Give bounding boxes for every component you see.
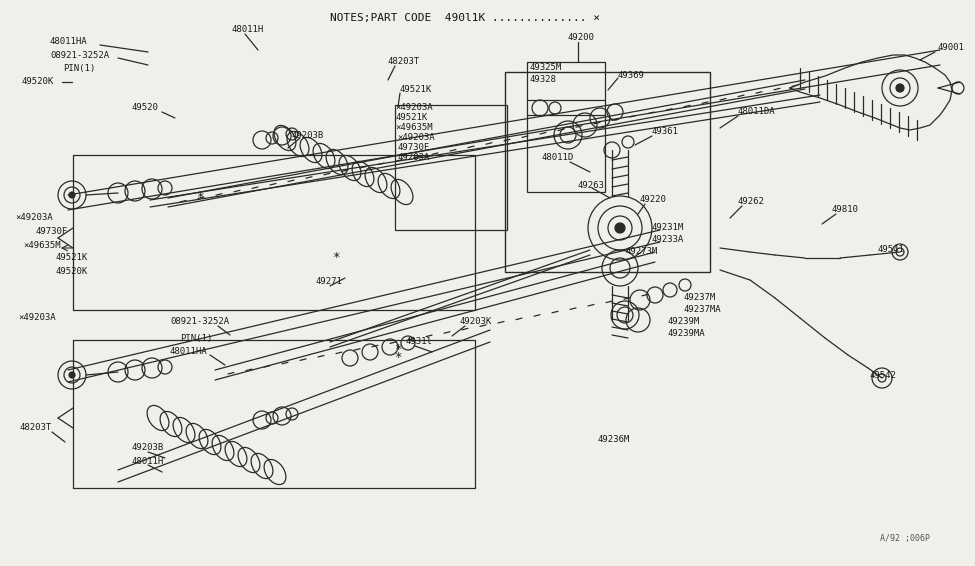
Text: *: * — [332, 251, 339, 264]
Text: 49520: 49520 — [132, 104, 159, 113]
Text: 49810: 49810 — [832, 205, 859, 215]
Text: 49271: 49271 — [315, 277, 342, 286]
Text: A/92 ;006P: A/92 ;006P — [880, 534, 930, 542]
Text: 48011H: 48011H — [132, 457, 164, 466]
Text: 48011DA: 48011DA — [738, 108, 776, 117]
Text: 49542: 49542 — [870, 371, 897, 379]
Text: PIN(1): PIN(1) — [63, 63, 96, 72]
Text: 49236M: 49236M — [598, 435, 630, 444]
Bar — [395, 105, 507, 230]
Text: ×49635M: ×49635M — [395, 123, 433, 132]
Text: 49520K: 49520K — [22, 78, 55, 87]
Text: 49239MA: 49239MA — [668, 329, 706, 338]
Text: 48011H: 48011H — [232, 25, 264, 35]
Text: 49203A: 49203A — [397, 153, 429, 162]
Circle shape — [69, 192, 75, 198]
Text: 49541: 49541 — [878, 246, 905, 255]
Text: 48011D: 48011D — [542, 153, 574, 162]
Text: ×49635M: ×49635M — [23, 241, 60, 250]
Text: ×49203A: ×49203A — [18, 314, 56, 323]
Text: 49361: 49361 — [652, 127, 679, 136]
Text: 49521K: 49521K — [55, 254, 87, 263]
Text: 49203K: 49203K — [460, 318, 492, 327]
Text: 48011HA: 48011HA — [170, 348, 208, 357]
Text: PIN(1): PIN(1) — [180, 333, 213, 342]
Text: 49203B: 49203B — [292, 131, 325, 139]
Text: 49328: 49328 — [530, 75, 557, 84]
Text: 49239M: 49239M — [668, 318, 700, 327]
Text: 49220: 49220 — [640, 195, 667, 204]
Circle shape — [69, 372, 75, 378]
Text: *: * — [196, 191, 204, 204]
Text: 49233A: 49233A — [651, 235, 683, 245]
Text: 49521K: 49521K — [395, 114, 427, 122]
Text: ×49203A: ×49203A — [397, 134, 435, 143]
Text: 49520K: 49520K — [55, 268, 87, 277]
Text: 49200: 49200 — [568, 33, 595, 42]
Text: 49273M: 49273M — [625, 247, 657, 256]
Text: 08921-3252A: 08921-3252A — [50, 50, 109, 59]
Bar — [505, 72, 710, 272]
Text: 48011HA: 48011HA — [50, 37, 88, 46]
Text: 49001: 49001 — [938, 44, 965, 53]
Circle shape — [896, 84, 904, 92]
Text: 49325M: 49325M — [530, 63, 563, 72]
Text: 49237M: 49237M — [683, 294, 716, 302]
Text: ×49203A: ×49203A — [15, 213, 53, 222]
Text: 49730F: 49730F — [35, 228, 67, 237]
Text: 49521K: 49521K — [400, 85, 432, 95]
Text: *: * — [394, 351, 402, 365]
Text: 4931l: 4931l — [405, 337, 432, 346]
Text: 48203T: 48203T — [20, 423, 53, 432]
Text: 49263: 49263 — [577, 181, 604, 190]
Bar — [527, 62, 605, 192]
Text: 49237MA: 49237MA — [683, 306, 721, 315]
Text: 49730F: 49730F — [397, 144, 429, 152]
Text: 49262: 49262 — [738, 198, 764, 207]
Text: 48203T: 48203T — [388, 58, 420, 66]
Text: ×49203A: ×49203A — [395, 104, 433, 113]
Text: 49203B: 49203B — [132, 444, 164, 452]
Text: 49231M: 49231M — [651, 224, 683, 233]
Text: NOTES;PART CODE  490l1K .............. ×: NOTES;PART CODE 490l1K .............. × — [330, 13, 600, 23]
Text: *: * — [394, 344, 402, 357]
Text: 49369: 49369 — [618, 71, 644, 79]
Circle shape — [615, 223, 625, 233]
Text: 08921-3252A: 08921-3252A — [170, 318, 229, 327]
